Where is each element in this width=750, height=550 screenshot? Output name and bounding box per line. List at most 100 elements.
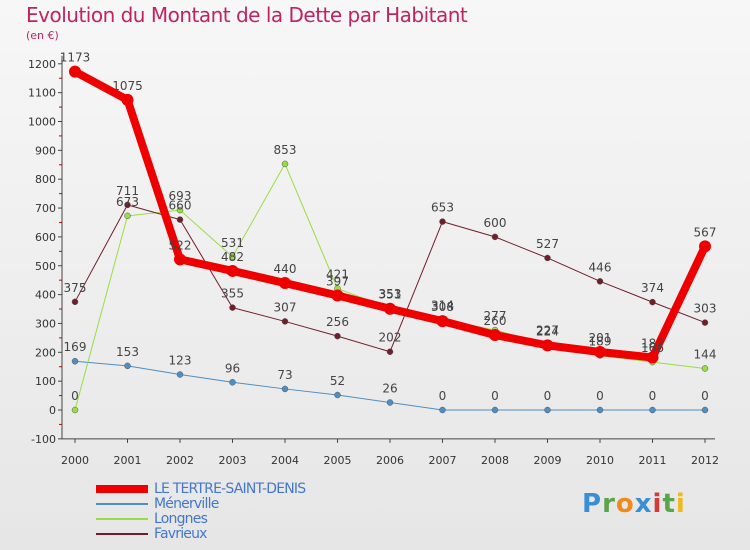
legend-label: Favrieux xyxy=(154,526,207,542)
y-tick-label: 1100 xyxy=(28,87,56,100)
data-point xyxy=(124,201,131,209)
data-point xyxy=(439,218,446,225)
y-tick-label: 800 xyxy=(35,173,56,186)
data-label: 440 xyxy=(274,262,297,276)
data-point xyxy=(71,298,79,306)
y-tick-label: 100 xyxy=(35,375,56,388)
data-label: 260 xyxy=(484,314,507,328)
data-point xyxy=(491,233,499,241)
legend-swatch xyxy=(96,518,148,520)
data-label: 307 xyxy=(274,300,297,314)
data-point xyxy=(226,264,239,277)
data-label: 202 xyxy=(379,331,402,345)
y-tick-label: 1200 xyxy=(28,58,56,71)
data-label: 303 xyxy=(694,302,717,316)
data-label: 52 xyxy=(330,374,345,388)
data-label: 421 xyxy=(326,268,349,282)
x-tick-label: 2001 xyxy=(114,454,142,467)
data-point xyxy=(544,406,551,414)
legend-label: Longnes xyxy=(154,511,208,527)
data-label: 169 xyxy=(64,340,87,354)
data-point xyxy=(596,278,604,285)
data-label: 0 xyxy=(596,389,604,403)
data-label: 182 xyxy=(641,336,664,350)
data-label: 375 xyxy=(64,281,87,295)
y-tick-label: 300 xyxy=(35,317,56,330)
y-tick-label: 400 xyxy=(35,289,56,302)
data-label: 522 xyxy=(169,238,192,252)
x-tick-label: 2010 xyxy=(586,454,614,467)
data-label: 567 xyxy=(694,225,717,239)
data-label: 355 xyxy=(221,287,244,301)
data-label: 26 xyxy=(382,381,397,395)
data-point xyxy=(489,328,501,341)
data-point xyxy=(331,289,344,302)
logo-letter: i xyxy=(675,489,686,519)
chart-title: Evolution du Montant de la Dette par Hab… xyxy=(26,3,468,27)
data-label: 653 xyxy=(431,201,454,215)
data-label: 673 xyxy=(116,195,139,209)
data-point xyxy=(594,346,606,359)
y-tick-label: 200 xyxy=(35,346,56,359)
data-point xyxy=(279,277,291,290)
data-label: 224 xyxy=(536,324,559,338)
data-label: 660 xyxy=(169,199,192,213)
data-label: 144 xyxy=(694,347,717,361)
data-point xyxy=(386,399,394,406)
legend-swatch xyxy=(96,503,148,505)
data-point xyxy=(71,357,79,365)
x-tick-label: 2011 xyxy=(639,454,667,467)
x-tick-label: 2000 xyxy=(61,454,89,467)
x-tick-label: 2008 xyxy=(481,454,509,467)
logo-letter: r xyxy=(602,489,616,519)
data-label: 0 xyxy=(544,389,552,403)
data-label: 1173 xyxy=(60,51,91,65)
data-point xyxy=(701,319,709,326)
data-label: 277 xyxy=(484,309,507,323)
data-point xyxy=(334,332,341,340)
data-point xyxy=(386,348,394,355)
data-label: 73 xyxy=(277,368,292,382)
x-tick-label: 2004 xyxy=(271,454,299,467)
data-label: 531 xyxy=(221,236,244,250)
data-point xyxy=(649,298,656,306)
data-point xyxy=(646,351,659,364)
data-point xyxy=(124,212,131,220)
data-point xyxy=(701,365,709,372)
data-label: 189 xyxy=(589,334,612,348)
data-point xyxy=(229,304,236,311)
y-tick-label: 500 xyxy=(35,260,56,273)
data-label: 351 xyxy=(379,288,402,302)
data-label: 374 xyxy=(641,281,664,295)
data-label: 397 xyxy=(326,274,349,288)
data-label: 693 xyxy=(169,189,192,203)
data-point xyxy=(281,160,289,168)
data-point xyxy=(491,406,499,414)
data-label: 123 xyxy=(169,354,192,368)
data-point xyxy=(439,406,446,414)
data-point xyxy=(69,65,81,78)
y-tick-label: 600 xyxy=(35,231,56,244)
data-point xyxy=(121,93,134,106)
data-label: 446 xyxy=(589,260,612,274)
y-tick-label: 900 xyxy=(35,144,56,157)
data-point xyxy=(544,254,551,262)
data-point xyxy=(281,385,289,393)
proxiti-logo: Proxiti xyxy=(582,489,686,519)
data-point xyxy=(174,253,186,266)
x-tick-label: 2006 xyxy=(376,454,404,467)
data-point xyxy=(701,406,709,414)
data-point xyxy=(436,315,449,328)
data-label: 0 xyxy=(71,389,79,403)
data-label: 1075 xyxy=(112,79,143,93)
data-label: 0 xyxy=(491,389,499,403)
legend-label: LE TERTRE-SAINT-DENIS xyxy=(154,481,306,497)
data-point xyxy=(229,253,236,261)
legend-swatch xyxy=(96,485,148,493)
logo-letter: o xyxy=(615,489,635,519)
data-point xyxy=(281,318,289,325)
x-tick-label: 2009 xyxy=(534,454,562,467)
data-label: 96 xyxy=(225,361,240,375)
